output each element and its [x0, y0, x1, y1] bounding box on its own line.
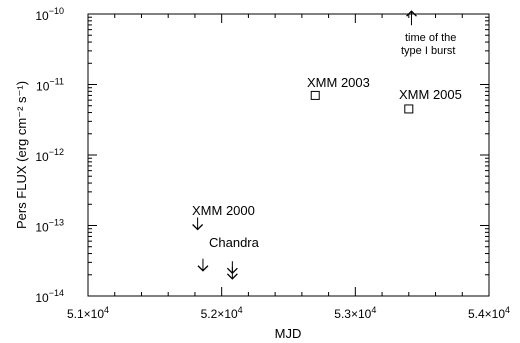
detection-marker	[404, 104, 414, 114]
label-xmm-2005: XMM 2005	[399, 87, 462, 102]
label-xmm-2000: XMM 2000	[192, 203, 255, 218]
upper-limit-arrow-head	[197, 265, 209, 272]
y-tick-label: 10−14	[35, 288, 64, 305]
x-tick-label: 5.3×104	[334, 305, 376, 321]
burst-time-arrow-head	[406, 10, 417, 17]
x-tick-label: 5.1×104	[67, 305, 109, 321]
label-burst-line1: time of the	[405, 32, 456, 44]
upper-limit-arrow-head	[226, 273, 238, 280]
y-tick-label: 10−13	[35, 218, 64, 235]
data-marks	[192, 10, 417, 280]
y-tick-label: 10−10	[35, 6, 64, 23]
label-xmm-2003: XMM 2003	[307, 75, 370, 90]
label-burst-line2: type I burst	[401, 45, 455, 57]
x-axis-title: MJD	[275, 326, 302, 341]
x-tick-label: 5.2×104	[201, 305, 243, 321]
y-tick-label: 10−11	[36, 77, 64, 94]
y-axis-title: Pers FLUX (erg cm⁻² s⁻¹)	[14, 81, 29, 229]
detection-marker	[310, 90, 320, 100]
axis-ticks	[87, 13, 490, 297]
axis-tick-labels: 5.1×104 5.2×104 5.3×104 5.4×104 10−14 10−13 10…	[35, 6, 510, 321]
upper-limit-arrow-head	[192, 224, 204, 231]
x-tick-label: 5.4×104	[468, 305, 510, 321]
y-tick-label: 10−12	[35, 147, 64, 164]
label-chandra: Chandra	[209, 235, 260, 250]
